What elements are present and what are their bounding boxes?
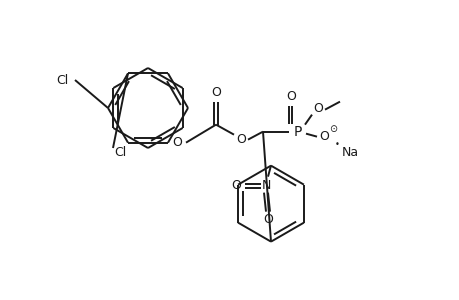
Text: O: O	[313, 102, 322, 115]
Text: O: O	[230, 179, 241, 192]
Text: O: O	[211, 86, 220, 99]
Text: O: O	[263, 213, 272, 226]
Text: Cl: Cl	[56, 74, 68, 86]
Text: O: O	[235, 133, 246, 146]
Text: •: •	[334, 140, 339, 149]
Text: N: N	[261, 179, 270, 192]
Text: O: O	[172, 136, 182, 149]
Text: Na: Na	[341, 146, 358, 159]
Text: ⊙: ⊙	[328, 124, 336, 134]
Text: O: O	[319, 130, 328, 143]
Text: Cl: Cl	[114, 146, 126, 160]
Text: O: O	[285, 90, 295, 103]
Text: P: P	[293, 124, 302, 139]
